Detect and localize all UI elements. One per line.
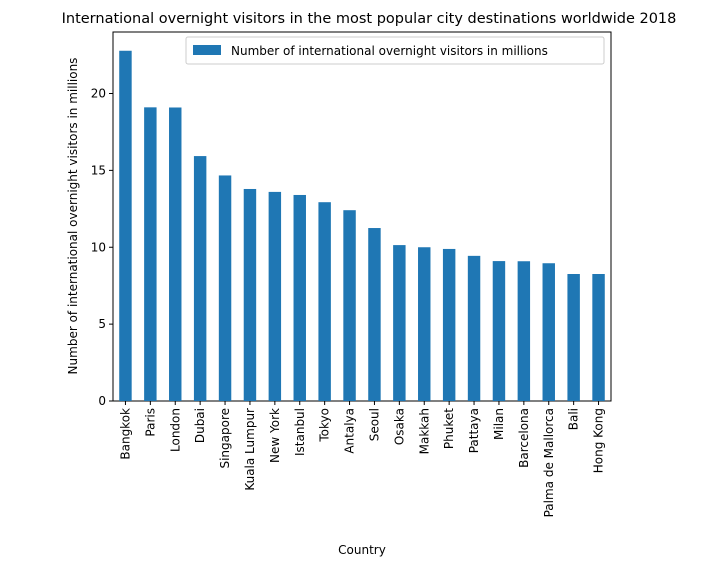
- bar-makkah: [418, 247, 431, 401]
- bar-seoul: [368, 228, 381, 401]
- bar-london: [169, 107, 182, 402]
- x-axis-label: Country: [338, 543, 386, 557]
- x-tick-label: Istanbul: [293, 408, 307, 456]
- bar-barcelona: [517, 261, 531, 401]
- x-tick-label: Pattaya: [467, 408, 481, 453]
- x-tick-label: Phuket: [442, 408, 456, 449]
- x-tick-label: Palma de Mallorca: [542, 408, 556, 517]
- bar-hong-kong: [592, 274, 605, 401]
- x-tick-label: New York: [268, 408, 282, 463]
- legend-swatch: [193, 45, 221, 55]
- bar-new-york: [268, 191, 282, 401]
- bar-palma-de-mallorca: [542, 263, 555, 401]
- x-tick-label: Seoul: [367, 408, 381, 441]
- bar-phuket: [442, 248, 456, 401]
- x-tick-label: Bali: [567, 408, 581, 430]
- x-tick-label: Dubai: [193, 408, 207, 443]
- chart-title: International overnight visitors in the …: [62, 11, 677, 27]
- bar-istanbul: [293, 194, 306, 401]
- x-tick-label: Milan: [492, 408, 506, 440]
- x-tick-label: Singapore: [218, 408, 232, 469]
- bar-osaka: [393, 245, 406, 401]
- x-tick-label: Barcelona: [517, 408, 531, 468]
- bar-kuala-lumpur: [243, 188, 257, 401]
- bar-bali: [567, 274, 580, 401]
- plot-area-frame: [112, 31, 612, 402]
- y-axis: 0 5 10 15 20: [91, 87, 113, 408]
- legend-label: Number of international overnight visito…: [231, 44, 548, 58]
- y-axis-label: Number of international overnight visito…: [66, 58, 80, 375]
- bar-antalya: [343, 210, 356, 401]
- x-tick-label: Bangkok: [118, 408, 132, 460]
- x-tick-label: London: [168, 408, 182, 452]
- y-tick-label: 5: [98, 317, 106, 331]
- x-tick-label: Antalya: [343, 408, 357, 454]
- y-tick-label: 10: [91, 240, 106, 254]
- y-tick-label: 0: [98, 394, 106, 408]
- x-axis: Bangkok Paris London Dubai Singapore Kuala Lu…: [118, 401, 606, 517]
- bar-bangkok: [119, 50, 132, 401]
- bar-tokyo: [318, 202, 331, 401]
- legend: Number of international overnight visito…: [185, 36, 605, 65]
- bars-group: [119, 50, 605, 402]
- y-tick-label: 20: [91, 87, 106, 101]
- bar-singapore: [218, 175, 232, 401]
- x-tick-label: Makkah: [417, 408, 431, 454]
- x-tick-label: Tokyo: [318, 408, 332, 443]
- bar-paris: [144, 107, 157, 402]
- legend-box: [185, 36, 605, 65]
- x-tick-label: Kuala Lumpur: [243, 408, 257, 491]
- x-tick-label: Paris: [143, 408, 157, 437]
- bar-dubai: [193, 156, 207, 401]
- x-tick-label: Osaka: [392, 408, 406, 445]
- bar-milan: [492, 261, 506, 401]
- y-tick-label: 15: [91, 163, 106, 177]
- x-tick-label: Hong Kong: [592, 408, 606, 473]
- bar-pattaya: [467, 255, 481, 401]
